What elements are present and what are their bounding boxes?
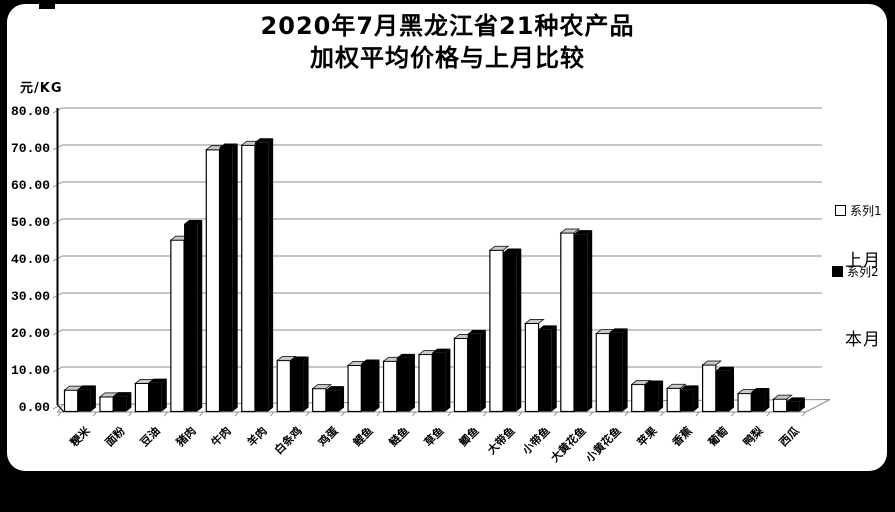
bar-series2-面粉 [113, 392, 132, 412]
series1-open-square-icon [835, 205, 846, 216]
y-tick-label-20.00: 20.00 [10, 326, 50, 341]
chart-title-line1: 2020年7月黑龙江省21种农产品 [260, 12, 635, 40]
bar-series2-鸭梨 [751, 388, 770, 412]
screenshot-root: { "title_line1": "2020年7月黑龙江省21种农产品", "t… [0, 0, 895, 471]
series2-filled-square-icon [832, 266, 843, 277]
bar-series2-苹果 [644, 380, 664, 412]
bar-series1-豆油 [134, 378, 155, 413]
y-axis-unit-label: 元/KG [20, 81, 63, 96]
bar-series2-小带鱼 [538, 325, 557, 412]
bar-series2-鸡蛋 [325, 386, 345, 412]
y-tick-label-0.00: 0.00 [18, 400, 50, 415]
legend-series2-label: 系列2 [847, 265, 879, 279]
bar-series2-小黄花鱼 [609, 328, 628, 412]
y-tick-label-40.00: 40.00 [10, 252, 50, 267]
chart-title: 2020年7月黑龙江省21种农产品 加权平均价格与上月比较 [0, 10, 895, 74]
y-tick-label-50.00: 50.00 [10, 215, 50, 230]
y-tick-label-10.00: 10.00 [10, 363, 50, 378]
bar-series2-鲤鱼 [361, 359, 380, 412]
bar-series2-西瓜 [786, 397, 805, 412]
bar-series2-大黄花鱼 [574, 230, 593, 412]
bar-series2-鲢鱼 [396, 353, 415, 412]
legend-series1-label: 系列1 [850, 204, 882, 218]
frame-notch [39, 0, 55, 9]
legend-item-series2: 系列2 [832, 263, 879, 280]
bar-series2-牛肉 [219, 143, 238, 412]
bar-series2-大带鱼 [503, 248, 522, 412]
chart-title-line2: 加权平均价格与上月比较 [310, 44, 585, 72]
bar-series2-草鱼 [432, 348, 451, 412]
bar-series1-大黄花鱼 [559, 228, 581, 413]
bar-series2-鲫鱼 [467, 329, 486, 412]
bar-series2-猪肉 [184, 220, 203, 412]
bar-series2-豆油 [148, 378, 167, 412]
bar-series2-香蕉 [680, 385, 699, 412]
legend-note-this-month: 本月 [845, 330, 881, 350]
bar-series1-西瓜 [772, 394, 793, 413]
plot-area [52, 107, 831, 417]
bar-series1-白条鸡 [276, 356, 297, 413]
bar-series1-苹果 [630, 380, 652, 413]
bar-series2-白条鸡 [290, 356, 309, 412]
y-tick-label-80.00: 80.00 [10, 104, 50, 119]
y-tick-label-60.00: 60.00 [10, 178, 50, 193]
bar-series2-羊肉 [254, 138, 274, 412]
legend-note-last-month: 上月 [845, 251, 881, 271]
bar-series2-葡萄 [715, 366, 734, 412]
y-tick-label-30.00: 30.00 [10, 289, 50, 304]
y-tick-label-70.00: 70.00 [10, 141, 50, 156]
bar-series2-粳米 [77, 385, 96, 412]
legend-item-series1: 系列1 [835, 202, 882, 219]
